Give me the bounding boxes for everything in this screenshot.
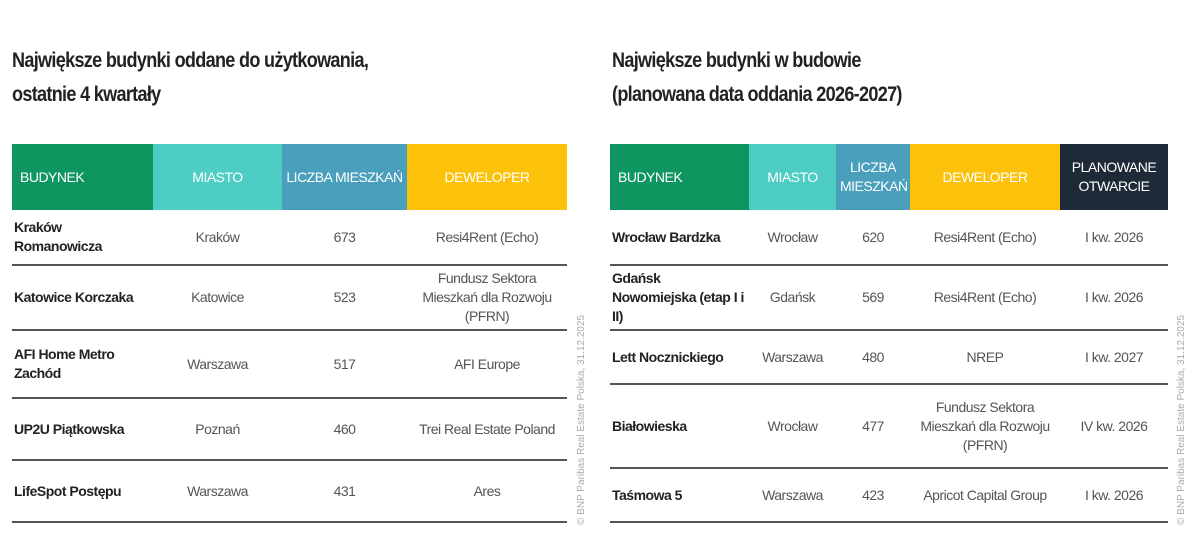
table-row: LifeSpot Postępu Warszawa 431 Ares (12, 460, 567, 523)
title-line: Największe budynki oddane do użytkowania… (12, 49, 369, 72)
header-budynek: BUDYNEK (610, 144, 749, 210)
apartment-count: 673 (282, 210, 407, 266)
building-name: AFI Home Metro Zachód (12, 330, 153, 399)
city: Warszawa (749, 468, 836, 523)
developer: NREP (910, 330, 1060, 385)
completed-buildings-table: BUDYNEK MIASTO LICZBA MIESZKAŃ DEWELOPER… (12, 144, 567, 523)
title-line: Największe budynki w budowie (612, 49, 861, 72)
planned-opening: IV kw. 2026 (1060, 384, 1168, 469)
developer: Resi4Rent (Echo) (407, 210, 567, 266)
header-budynek: BUDYNEK (12, 144, 153, 210)
under-construction-table: BUDYNEK MIASTO LICZBA MIESZKAŃ DEWELOPER… (610, 144, 1168, 523)
city: Wrocław (749, 210, 836, 266)
table-row: Katowice Korczaka Katowice 523 Fundusz Sekt… (12, 265, 567, 331)
header-deweloper: DEWELOPER (910, 144, 1060, 210)
developer: Resi4Rent (Echo) (910, 265, 1060, 331)
developer: Trei Real Estate Poland (407, 398, 567, 461)
city: Kraków (153, 210, 282, 266)
building-name: Katowice Korczaka (12, 265, 153, 331)
table-row: Gdańsk Nowomiejska (etap I i II) Gdańsk 56… (610, 265, 1168, 331)
planned-opening: I kw. 2026 (1060, 468, 1168, 523)
building-name: Wrocław Bardzka (610, 210, 749, 266)
apartment-count: 480 (836, 330, 910, 385)
city: Warszawa (153, 330, 282, 399)
city: Katowice (153, 265, 282, 331)
title-line: (planowana data oddania 2026-2027) (612, 83, 902, 106)
table-row: Taśmowa 5 Warszawa 423 Apricot Capital Grou… (610, 468, 1168, 523)
apartment-count: 460 (282, 398, 407, 461)
city: Wrocław (749, 384, 836, 469)
apartment-count: 431 (282, 460, 407, 523)
developer: Fundusz Sektora Mieszkań dla Rozwoju (PF… (910, 384, 1060, 469)
watermark: © BNP Paribas Real Estate Polska, 31.12.… (576, 314, 587, 525)
table-row: Białowieska Wrocław 477 Fundusz Sektora Mie… (610, 384, 1168, 469)
building-name: Gdańsk Nowomiejska (etap I i II) (610, 265, 749, 331)
developer: Apricot Capital Group (910, 468, 1060, 523)
developer: AFI Europe (407, 330, 567, 399)
planned-opening: I kw. 2027 (1060, 330, 1168, 385)
watermark: © BNP Paribas Real Estate Polska, 31.12.… (1176, 314, 1187, 525)
header-deweloper: DEWELOPER (407, 144, 567, 210)
apartment-count: 517 (282, 330, 407, 399)
building-name: Taśmowa 5 (610, 468, 749, 523)
header-miasto: MIASTO (153, 144, 282, 210)
planned-opening: I kw. 2026 (1060, 265, 1168, 331)
table-row: Lett Nocznickiego Warszawa 480 NREP I kw. 20… (610, 330, 1168, 385)
header-liczba-mieszkan: LICZBA MIESZKAŃ (282, 144, 407, 210)
apartment-count: 523 (282, 265, 407, 331)
table-row: UP2U Piątkowska Poznań 460 Trei Real Estate… (12, 398, 567, 461)
city: Warszawa (749, 330, 836, 385)
table-row: AFI Home Metro Zachód Warszawa 517 AFI Euro… (12, 330, 567, 399)
header-planowane-otwarcie: PLANOWANE OTWARCIE (1060, 144, 1168, 210)
city: Gdańsk (749, 265, 836, 331)
developer: Fundusz Sektora Mieszkań dla Rozwoju (PF… (407, 265, 567, 331)
building-name: Białowieska (610, 384, 749, 469)
table-row: Wrocław Bardzka Wrocław 620 Resi4Rent (Echo… (610, 210, 1168, 266)
header-liczba-mieszkan: LICZBA MIESZKAŃ (836, 144, 910, 210)
planned-opening: I kw. 2026 (1060, 210, 1168, 266)
building-name: Lett Nocznickiego (610, 330, 749, 385)
developer: Resi4Rent (Echo) (910, 210, 1060, 266)
header-miasto: MIASTO (749, 144, 836, 210)
building-name: LifeSpot Postępu (12, 460, 153, 523)
building-name: Kraków Romanowicza (12, 210, 153, 266)
building-name: UP2U Piątkowska (12, 398, 153, 461)
apartment-count: 477 (836, 384, 910, 469)
apartment-count: 620 (836, 210, 910, 266)
city: Poznań (153, 398, 282, 461)
table-row: Kraków Romanowicza Kraków 673 Resi4Rent (Ec… (12, 210, 567, 266)
apartment-count: 569 (836, 265, 910, 331)
left-table-title: Największe budynki oddane do użytkowania… (12, 44, 369, 112)
title-line: ostatnie 4 kwartały (12, 83, 161, 106)
developer: Ares (407, 460, 567, 523)
city: Warszawa (153, 460, 282, 523)
right-table-title: Największe budynki w budowie (planowana … (612, 44, 902, 112)
apartment-count: 423 (836, 468, 910, 523)
